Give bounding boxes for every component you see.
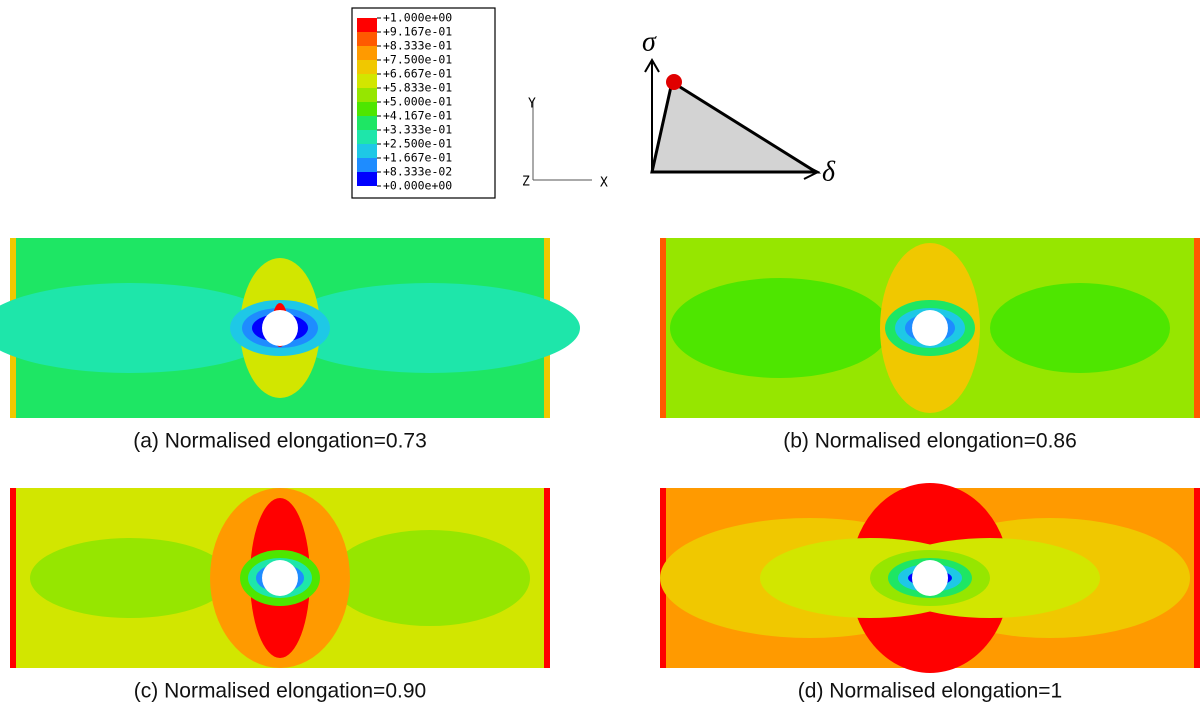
contour-region xyxy=(330,530,530,626)
state-point xyxy=(666,74,682,90)
legend-label: +1.667e-01 xyxy=(383,151,452,165)
legend-swatch xyxy=(357,172,377,186)
edge-band xyxy=(1194,238,1200,418)
traction-law xyxy=(650,79,822,174)
caption: (b) Normalised elongation=0.86 xyxy=(783,430,1077,453)
axis-label: Y xyxy=(528,97,536,112)
legend-swatch xyxy=(357,60,377,74)
hole xyxy=(262,310,298,346)
caption: (a) Normalised elongation=0.73 xyxy=(133,430,427,453)
legend-label: +8.333e-02 xyxy=(383,165,452,179)
arrow xyxy=(803,164,821,180)
arrow xyxy=(644,58,660,73)
legend-label: +0.000e+00 xyxy=(383,179,452,193)
contour-region xyxy=(990,283,1170,373)
contour-region xyxy=(280,283,580,373)
legend-label: +6.667e-01 xyxy=(383,67,452,81)
edge-band xyxy=(660,238,666,418)
contour-panel: (c) Normalised elongation=0.90 xyxy=(10,488,550,703)
contour-region xyxy=(30,538,230,618)
panels: (a) Normalised elongation=0.73 (b) Normal… xyxy=(0,238,1200,703)
axis-label: Z xyxy=(522,175,530,190)
legend-swatch xyxy=(357,18,377,32)
legend-label: +9.167e-01 xyxy=(383,25,452,39)
contour-region xyxy=(670,278,890,378)
legend-swatch xyxy=(357,158,377,172)
legend-label: +7.500e-01 xyxy=(383,53,452,67)
edge-band xyxy=(544,488,550,668)
delta-label: δ xyxy=(822,156,836,187)
legend-label: +5.000e-01 xyxy=(383,95,452,109)
hole xyxy=(912,310,948,346)
legend-label: +5.833e-01 xyxy=(383,81,452,95)
edge-band xyxy=(10,488,16,668)
legend-label: +3.333e-01 xyxy=(383,123,452,137)
contour-panel: (d) Normalised elongation=1 xyxy=(660,483,1200,703)
caption: (d) Normalised elongation=1 xyxy=(798,680,1062,703)
legend-swatch xyxy=(357,32,377,46)
legend-swatch xyxy=(357,130,377,144)
caption: (c) Normalised elongation=0.90 xyxy=(134,680,426,703)
legend-swatch xyxy=(357,102,377,116)
contour-panel: (a) Normalised elongation=0.73 xyxy=(0,238,580,453)
legend-label: +4.167e-01 xyxy=(383,109,452,123)
contour-panel: (b) Normalised elongation=0.86 xyxy=(660,238,1200,453)
legend-swatch xyxy=(357,74,377,88)
legend-swatch xyxy=(357,88,377,102)
sigma-label: σ xyxy=(642,26,657,57)
hole xyxy=(262,560,298,596)
hole xyxy=(912,560,948,596)
legend-label: +2.500e-01 xyxy=(383,137,452,151)
legend-label: +1.000e+00 xyxy=(383,11,452,25)
edge-band xyxy=(1194,488,1200,668)
legend: +1.000e+00+9.167e-01+8.333e-01+7.500e-01… xyxy=(357,11,452,193)
legend-swatch xyxy=(357,116,377,130)
axis-label: X xyxy=(600,176,608,191)
legend-label: +8.333e-01 xyxy=(383,39,452,53)
legend-swatch xyxy=(357,46,377,60)
contour-region xyxy=(0,283,280,373)
legend-swatch xyxy=(357,144,377,158)
